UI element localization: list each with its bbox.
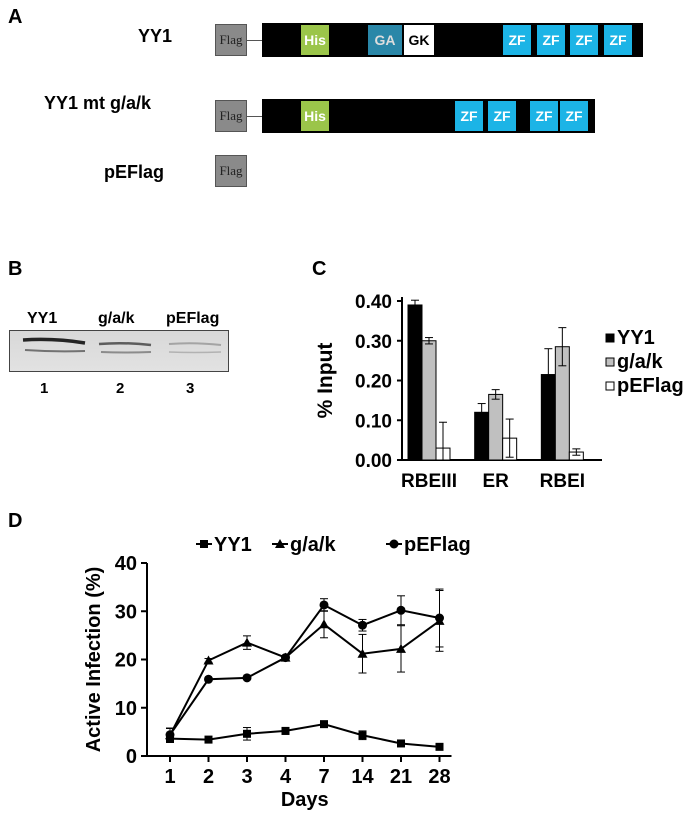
data-point-yy1 xyxy=(358,731,367,740)
data-point-gak xyxy=(319,619,329,629)
legend-swatch xyxy=(605,333,615,343)
flag-tag-box: Flag xyxy=(215,100,247,132)
data-point-peflag xyxy=(165,730,175,740)
y-tick-label: 0.00 xyxy=(355,451,392,472)
x-tick-label: 28 xyxy=(428,766,450,788)
x-tick-label: 4 xyxy=(280,766,292,788)
data-point-peflag xyxy=(396,605,406,615)
construct-label-mutant: YY1 mt g/a/k xyxy=(44,93,152,113)
y-tick-label: 10 xyxy=(115,698,137,720)
x-tick-label: 14 xyxy=(351,766,374,788)
y-tick-label: 0.30 xyxy=(355,332,392,353)
y-axis-title: Active Infection (%) xyxy=(83,567,105,753)
y-tick-label: 0.40 xyxy=(355,292,392,313)
lane-number: 3 xyxy=(186,380,195,397)
legend-swatch xyxy=(605,357,615,367)
data-point-gak xyxy=(242,637,252,647)
zf-domain: ZF xyxy=(455,101,483,131)
construct-label-pEFlag: pEFlag xyxy=(104,162,165,182)
infection-line-chart: 0 10 20 30 40 1 2 3 4 7 14 21 28 Days Active Infection… xyxy=(83,534,471,811)
x-tick-label: 3 xyxy=(241,766,252,788)
bar-gak-rbeiii xyxy=(421,340,437,461)
y-tick-label: 20 xyxy=(115,650,137,672)
x-category-label: ER xyxy=(482,471,509,492)
lane-number: 2 xyxy=(116,380,125,397)
his-domain: His xyxy=(301,25,329,55)
legend-swatch xyxy=(605,381,615,391)
data-point-yy1 xyxy=(397,739,405,748)
legend-label: pEFlag xyxy=(404,534,471,556)
series-line-peflag xyxy=(169,603,440,736)
data-point-peflag xyxy=(319,600,329,610)
western-blot-image xyxy=(9,330,229,372)
panel-b-letter: B xyxy=(8,258,23,280)
lane-label: pEFlag xyxy=(166,310,220,327)
data-point-yy1 xyxy=(435,742,444,751)
zf-domain: ZF xyxy=(530,101,558,131)
gk-domain: GK xyxy=(404,25,434,55)
series-line-yy1 xyxy=(169,723,440,748)
x-category-label: RBEI xyxy=(540,471,585,492)
construct-label-yy1: YY1 xyxy=(138,26,173,46)
data-point-yy1 xyxy=(281,726,290,735)
panel-d-letter: D xyxy=(8,510,23,532)
data-point-gak xyxy=(203,655,214,665)
legend-marker xyxy=(275,539,285,548)
ga-domain: GA xyxy=(368,25,402,55)
legend-label: pEFlag xyxy=(617,375,683,397)
data-point-peflag xyxy=(242,673,252,683)
lane-number: 1 xyxy=(40,380,49,397)
data-point-gak xyxy=(357,648,368,658)
data-point-yy1 xyxy=(243,729,251,738)
zf-domain: ZF xyxy=(570,25,598,55)
x-category-label: RBEIII xyxy=(401,471,457,492)
y-axis-title: % Input xyxy=(314,343,337,419)
data-point-yy1 xyxy=(320,720,328,729)
zf-domain: ZF xyxy=(488,101,516,131)
data-point-yy1 xyxy=(204,735,213,744)
legend-label: YY1 xyxy=(214,534,252,556)
y-tick-label: 0.20 xyxy=(355,372,392,393)
flag-tag-box: Flag xyxy=(215,24,247,56)
lane-label: g/a/k xyxy=(98,310,135,327)
linker-line xyxy=(247,116,262,117)
zf-domain: ZF xyxy=(604,25,632,55)
zf-domain: ZF xyxy=(537,25,565,55)
y-tick-label: 30 xyxy=(115,601,137,623)
x-tick-label: 21 xyxy=(390,766,412,788)
bar-yy1-rbeiii xyxy=(407,304,423,461)
data-point-peflag xyxy=(204,674,213,684)
legend-marker xyxy=(200,540,208,548)
linker-line xyxy=(247,40,262,41)
chip-bar-chart: 0.00 0.10 0.20 0.30 0.40 % Input RBEIII ER RBEI Y… xyxy=(314,292,683,492)
x-tick-label: 1 xyxy=(164,766,175,788)
data-point-peflag xyxy=(281,653,290,663)
lane-label: YY1 xyxy=(27,310,58,327)
data-point-peflag xyxy=(435,613,444,623)
x-tick-label: 7 xyxy=(318,766,329,788)
bar-gak-er xyxy=(488,393,504,461)
his-domain: His xyxy=(301,101,329,131)
y-tick-label: 0 xyxy=(126,746,137,768)
zf-domain: ZF xyxy=(503,25,531,55)
data-point-peflag xyxy=(358,620,367,630)
legend-marker xyxy=(389,539,399,549)
x-tick-label: 2 xyxy=(203,766,214,788)
legend-label: g/a/k xyxy=(617,351,663,373)
panel-c-letter: C xyxy=(312,258,327,280)
series-line-gak xyxy=(169,620,441,736)
legend-label: g/a/k xyxy=(290,534,336,556)
data-point-gak xyxy=(396,643,406,653)
x-axis-title: Days xyxy=(281,789,329,811)
legend-label: YY1 xyxy=(617,327,655,349)
panel-a-letter: A xyxy=(8,6,23,28)
zf-domain: ZF xyxy=(560,101,588,131)
flag-tag-box: Flag xyxy=(215,155,247,187)
y-tick-label: 0.10 xyxy=(355,411,392,432)
y-tick-label: 40 xyxy=(115,553,137,575)
